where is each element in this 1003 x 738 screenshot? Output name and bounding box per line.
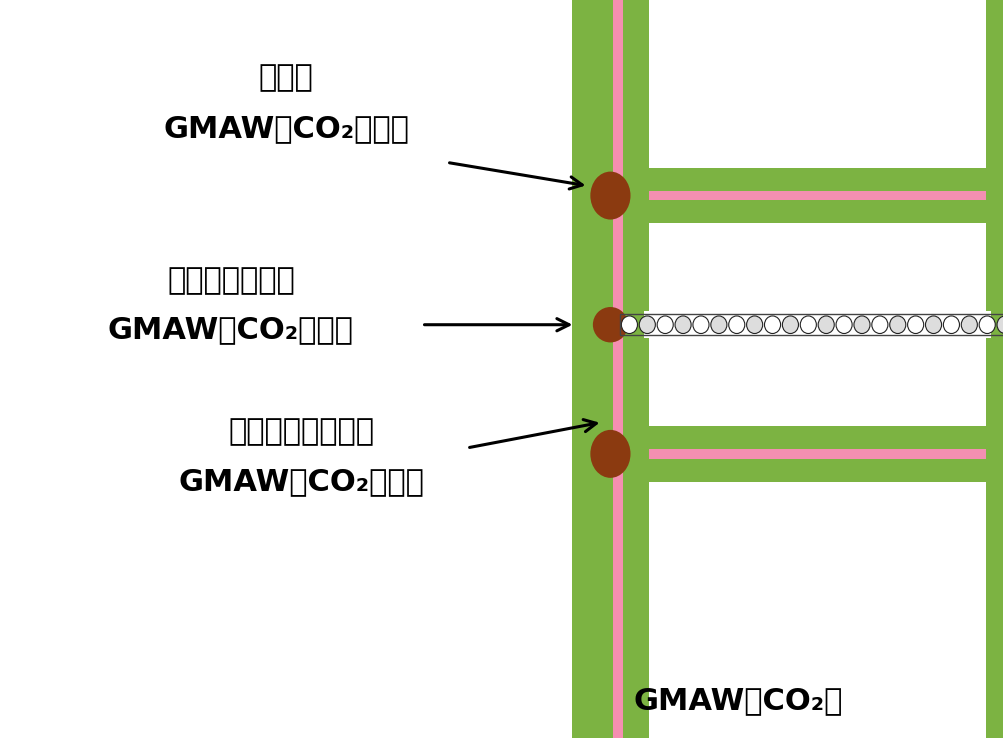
Bar xyxy=(613,0,623,738)
Ellipse shape xyxy=(590,430,630,478)
Ellipse shape xyxy=(960,316,976,334)
Text: GMAW（CO₂溶接）: GMAW（CO₂溶接） xyxy=(108,315,353,345)
Text: 角溶接: 角溶接 xyxy=(259,63,313,92)
Ellipse shape xyxy=(692,316,708,334)
Text: GMAW（CO₂溶接）: GMAW（CO₂溶接） xyxy=(163,114,408,144)
Bar xyxy=(985,0,1003,738)
Bar xyxy=(620,314,1003,335)
Ellipse shape xyxy=(781,316,797,334)
Ellipse shape xyxy=(710,316,726,334)
Ellipse shape xyxy=(674,316,690,334)
Ellipse shape xyxy=(907,316,923,334)
Ellipse shape xyxy=(871,316,887,334)
Ellipse shape xyxy=(978,316,994,334)
Ellipse shape xyxy=(590,172,630,220)
Ellipse shape xyxy=(657,316,673,334)
Text: GMAW（CO₂溶接）: GMAW（CO₂溶接） xyxy=(179,466,423,496)
Ellipse shape xyxy=(925,316,941,334)
Ellipse shape xyxy=(835,316,852,334)
Ellipse shape xyxy=(799,316,815,334)
Ellipse shape xyxy=(639,316,655,334)
Ellipse shape xyxy=(621,316,637,334)
Bar xyxy=(572,0,648,738)
Bar xyxy=(648,449,985,459)
Ellipse shape xyxy=(943,316,959,334)
Text: 制作用柱継溶接: 制作用柱継溶接 xyxy=(166,266,295,295)
Ellipse shape xyxy=(889,316,905,334)
Text: ダイアフラム溶接: ダイアフラム溶接 xyxy=(228,417,374,446)
Ellipse shape xyxy=(592,307,628,342)
Bar xyxy=(648,168,985,224)
Ellipse shape xyxy=(763,316,779,334)
Ellipse shape xyxy=(817,316,833,334)
Bar xyxy=(643,311,990,338)
Ellipse shape xyxy=(746,316,762,334)
Text: GMAW（CO₂）: GMAW（CO₂） xyxy=(633,686,842,716)
Bar xyxy=(648,427,985,482)
Ellipse shape xyxy=(854,316,870,334)
Bar xyxy=(648,191,985,201)
Ellipse shape xyxy=(728,316,744,334)
Ellipse shape xyxy=(996,316,1003,334)
